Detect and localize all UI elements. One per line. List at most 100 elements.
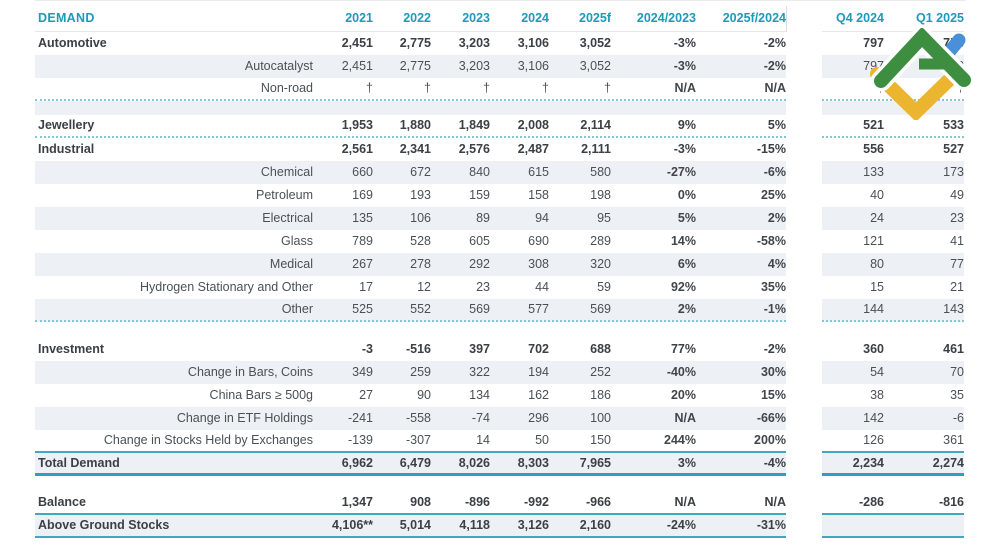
cell: 4,106**	[331, 518, 373, 533]
column-group-gap	[786, 361, 822, 384]
cell: 44	[535, 280, 549, 295]
cell: 38	[870, 388, 884, 403]
cell: 577	[528, 302, 549, 317]
cell: N/A	[674, 411, 696, 426]
cell: 80	[870, 257, 884, 272]
cell: 24	[870, 211, 884, 226]
table-header-row: DEMAND 2021 2022 2023 2024 2025f 2024/2023 202…	[35, 6, 964, 32]
row-label: Hydrogen Stationary and Other	[139, 280, 313, 295]
cell: 3,106	[517, 36, 549, 51]
column-group-gap	[786, 299, 822, 322]
row-left-segment: Chemical 660 672 840 615 580 -27% -6%	[35, 161, 786, 184]
cell: -2%	[763, 342, 786, 357]
row-other: Other 525 552 569 577 569 2% -1% 144 143	[35, 299, 964, 322]
column-group-gap	[786, 101, 822, 115]
cell: -516	[405, 342, 431, 357]
cell: 2025f/2024	[722, 11, 786, 26]
cell: 525	[352, 302, 373, 317]
cell: 2,561	[341, 142, 373, 157]
column-group-gap	[786, 207, 822, 230]
row-china-bars-500g: China Bars ≥ 500g 27 90 134 162 186 20% 15% 38 35	[35, 384, 964, 407]
cell: 278	[410, 257, 431, 272]
row-left-segment: Glass 789 528 605 690 289 14% -58%	[35, 230, 786, 253]
cell: 135	[352, 211, 373, 226]
cell: 1,880	[399, 118, 431, 133]
cell: 169	[352, 188, 373, 203]
row-label: Electrical	[262, 211, 313, 226]
cell: 194	[528, 365, 549, 380]
column-group-gap	[786, 184, 822, 207]
cell: 134	[469, 388, 490, 403]
cell: 3,052	[579, 59, 611, 74]
cell: 2021	[345, 11, 373, 26]
cell: 2,775	[399, 59, 431, 74]
cell: 244%	[664, 433, 696, 448]
cell: 200%	[754, 433, 786, 448]
cell: 126	[863, 433, 884, 448]
cell: 27	[359, 388, 373, 403]
cell: 77%	[670, 342, 696, 357]
cell: 2023	[462, 11, 490, 26]
cell: †	[366, 81, 373, 96]
row-left-segment: Change in Stocks Held by Exchanges -139 -3…	[35, 430, 786, 453]
demand-table: DEMAND 2021 2022 2023 2024 2025f 2024/2023 202…	[35, 6, 964, 538]
cell: 289	[590, 234, 611, 249]
cell: 106	[410, 211, 431, 226]
cell: 320	[590, 257, 611, 272]
cell: 308	[528, 257, 549, 272]
cell: 292	[469, 257, 490, 272]
logo-green-peak	[874, 28, 971, 88]
cell: -241	[347, 411, 373, 426]
cell: 702	[528, 342, 549, 357]
row-right-segment: -286 -816	[822, 492, 964, 515]
cell: 2%	[677, 302, 696, 317]
cell: 14	[476, 433, 490, 448]
cell: 569	[469, 302, 490, 317]
cell: 690	[528, 234, 549, 249]
cell: Q4 2024	[836, 11, 884, 26]
row-right-segment: 144 143	[822, 299, 964, 322]
cell: 527	[943, 142, 964, 157]
cell: 23	[950, 211, 964, 226]
row-medical: Medical 267 278 292 308 320 6% 4% 80 77	[35, 253, 964, 276]
cell: 2,451	[341, 36, 373, 51]
row-right-segment: 54 70	[822, 361, 964, 384]
row-label: Autocatalyst	[244, 59, 313, 74]
column-group-gap	[786, 492, 822, 515]
cell: 8,026	[458, 455, 490, 470]
cell: 2,008	[517, 118, 549, 133]
row-above-ground-stocks: Above Ground Stocks 4,106** 5,014 4,118 3,12…	[35, 515, 964, 538]
cell: 3,106	[517, 59, 549, 74]
cell: 150	[590, 433, 611, 448]
cell: 7,965	[579, 455, 611, 470]
cell: 6%	[677, 257, 696, 272]
row-label: Other	[281, 302, 313, 317]
cell: 1,953	[341, 118, 373, 133]
cell: 95	[597, 211, 611, 226]
cell: N/A	[764, 81, 786, 96]
row-label: Chemical	[260, 165, 313, 180]
row-label: Jewellery	[38, 118, 95, 133]
cell: 840	[469, 165, 490, 180]
cell: †	[424, 81, 431, 96]
row-left-segment: Hydrogen Stationary and Other 17 12 23 44 59 9…	[35, 276, 786, 299]
cell: 162	[528, 388, 549, 403]
cell: 2,114	[580, 118, 611, 133]
cell: †	[483, 81, 490, 96]
cell: 2,274	[932, 455, 964, 470]
column-group-gap	[786, 230, 822, 253]
cell: 0%	[677, 188, 696, 203]
row-label: Change in Bars, Coins	[187, 365, 313, 380]
row-left-segment: Total Demand 6,962 6,479 8,026 8,303 7,965 3% -…	[35, 453, 786, 476]
row-left-segment: China Bars ≥ 500g 27 90 134 162 186 20% 15%	[35, 384, 786, 407]
cell: 173	[943, 165, 964, 180]
row-right-segment: 133 173	[822, 161, 964, 184]
column-group-gap	[786, 138, 822, 161]
table-title: DEMAND	[38, 11, 95, 26]
cell: 521	[863, 118, 884, 133]
row-petroleum: Petroleum 169 193 159 158 198 0% 25% 40 49	[35, 184, 964, 207]
cell: 143	[943, 302, 964, 317]
row-right-segment: 40 49	[822, 184, 964, 207]
cell: -966	[585, 495, 611, 510]
row-left-segment: Non-road † † † † † N/A N/A	[35, 78, 786, 101]
